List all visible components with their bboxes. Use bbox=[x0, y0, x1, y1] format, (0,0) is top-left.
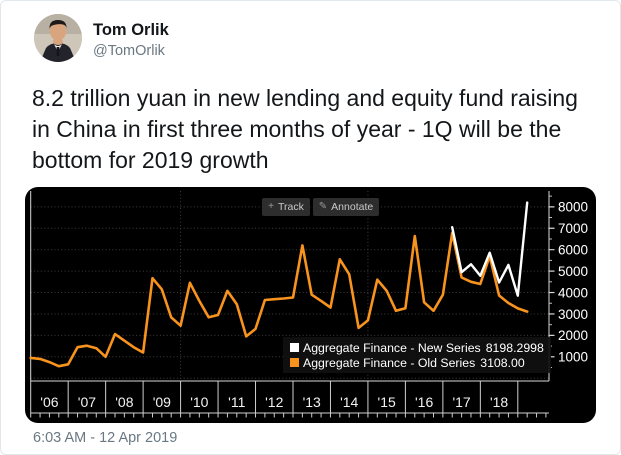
timestamp[interactable]: 6:03 AM - 12 Apr 2019 bbox=[33, 430, 178, 446]
legend-swatch-white bbox=[290, 343, 299, 352]
tweet-text: 8.2 trillion yuan in new lending and equ… bbox=[32, 85, 578, 173]
author-handle[interactable]: @TomOrlik bbox=[93, 43, 165, 59]
svg-text:8000: 8000 bbox=[558, 200, 588, 215]
legend-label: Aggregate Finance - Old Series bbox=[303, 355, 476, 370]
legend-label: Aggregate Finance - New Series bbox=[303, 340, 481, 355]
svg-text:4000: 4000 bbox=[558, 285, 588, 300]
svg-text:'10: '10 bbox=[190, 394, 208, 410]
svg-text:'17: '17 bbox=[452, 394, 470, 410]
chart-svg: 1000 2000 3000 4000 5000 6000 7000 8000 '06 '07 '0… bbox=[29, 191, 588, 418]
svg-text:5000: 5000 bbox=[558, 264, 588, 279]
svg-text:'18: '18 bbox=[490, 394, 508, 410]
svg-text:'11: '11 bbox=[228, 394, 245, 410]
legend-value: 8198.2998 bbox=[485, 340, 544, 355]
svg-text:'13: '13 bbox=[303, 394, 321, 410]
avatar-portrait bbox=[34, 14, 82, 62]
track-button-label: Track bbox=[277, 201, 304, 213]
chart-media[interactable]: 1000 2000 3000 4000 5000 6000 7000 8000 '06 '07 '0… bbox=[25, 187, 596, 423]
annotate-pencil-icon: ✎ bbox=[318, 201, 328, 212]
svg-text:'07: '07 bbox=[78, 394, 96, 410]
svg-text:3000: 3000 bbox=[558, 307, 588, 322]
svg-text:'08: '08 bbox=[115, 394, 133, 410]
author-name[interactable]: Tom Orlik bbox=[93, 21, 169, 39]
chart-legend: Aggregate Finance - New Series 8198.2998… bbox=[283, 337, 551, 373]
svg-text:2000: 2000 bbox=[558, 328, 588, 343]
svg-text:'06: '06 bbox=[40, 394, 58, 410]
legend-value: 3108.00 bbox=[480, 355, 525, 370]
annotate-button[interactable]: ✎ Annotate bbox=[313, 198, 379, 216]
legend-item-old-series: Aggregate Finance - Old Series 3108.00 bbox=[290, 355, 544, 370]
svg-text:'12: '12 bbox=[265, 394, 283, 410]
svg-text:'16: '16 bbox=[415, 394, 433, 410]
legend-swatch-orange bbox=[290, 358, 299, 367]
svg-text:'14: '14 bbox=[340, 394, 358, 410]
svg-text:'15: '15 bbox=[378, 394, 396, 410]
svg-text:1000: 1000 bbox=[558, 350, 588, 365]
avatar[interactable] bbox=[34, 14, 82, 62]
track-button[interactable]: + Track bbox=[262, 198, 310, 216]
annotate-button-label: Annotate bbox=[331, 201, 374, 213]
svg-text:'09: '09 bbox=[153, 394, 171, 410]
svg-text:6000: 6000 bbox=[558, 242, 588, 257]
track-crosshair-icon: + bbox=[268, 201, 274, 212]
legend-item-new-series: Aggregate Finance - New Series 8198.2998 bbox=[290, 340, 544, 355]
svg-text:7000: 7000 bbox=[558, 221, 588, 236]
